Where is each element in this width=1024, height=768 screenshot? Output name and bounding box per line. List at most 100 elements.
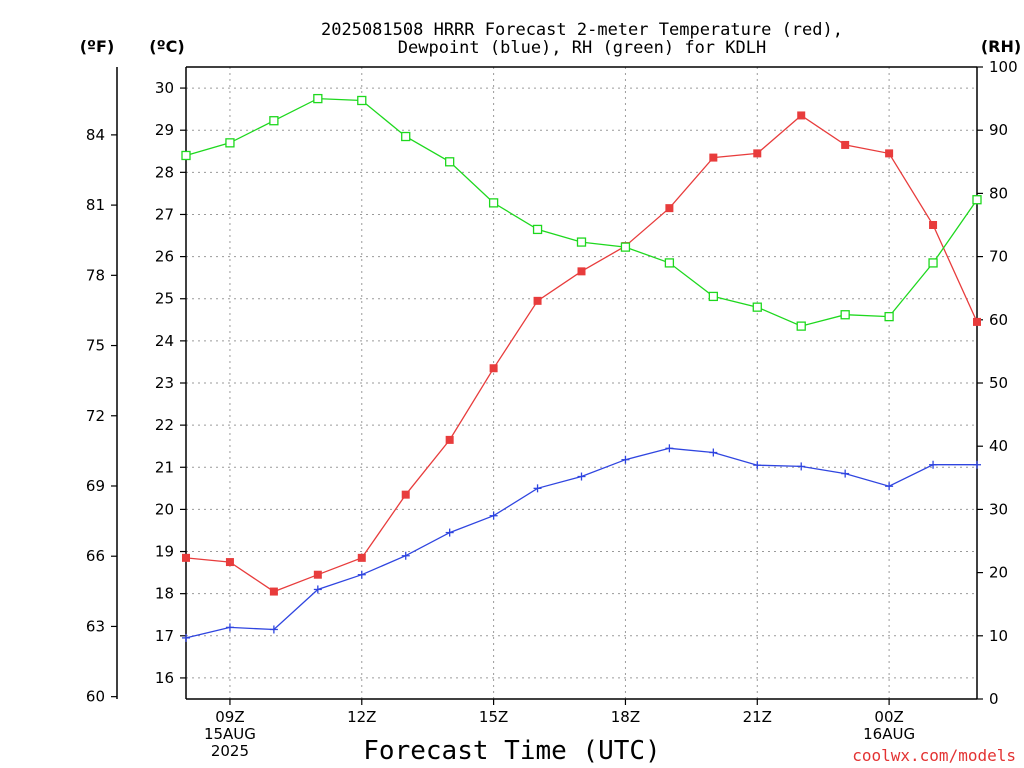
rh-point bbox=[576, 237, 587, 247]
dewpoint-point bbox=[182, 633, 190, 642]
temperature-point bbox=[313, 570, 322, 579]
x-tick-label: 18Z bbox=[611, 708, 640, 726]
celsius-tick-label: 23 bbox=[155, 374, 174, 392]
fahrenheit-tick-label: 81 bbox=[86, 196, 105, 214]
dewpoint-point bbox=[577, 472, 586, 481]
celsius-tick-label: 27 bbox=[155, 205, 174, 223]
celsius-tick-label: 25 bbox=[155, 290, 174, 308]
dewpoint-point bbox=[665, 444, 674, 453]
dewpoint-point bbox=[357, 570, 366, 579]
dewpoint-point bbox=[929, 460, 938, 469]
temperature-point bbox=[753, 149, 762, 158]
temperature-point bbox=[665, 204, 674, 213]
rh-point bbox=[620, 242, 631, 252]
celsius-tick-label: 19 bbox=[155, 543, 174, 561]
rh-point bbox=[357, 95, 367, 106]
x-tick-label: 12Z bbox=[347, 708, 376, 726]
celsius-tick-label: 18 bbox=[155, 585, 174, 603]
dewpoint-point bbox=[489, 511, 498, 520]
dewpoint-point bbox=[973, 460, 981, 469]
fahrenheit-tick-label: 75 bbox=[86, 337, 105, 355]
temperature-point bbox=[885, 149, 894, 158]
x-axis-label: Forecast Time (UTC) bbox=[363, 736, 660, 766]
dewpoint-point bbox=[797, 462, 806, 471]
rh-point bbox=[313, 93, 323, 104]
chart-title-line-2: Dewpoint (blue), RH (green) for KDLH bbox=[398, 38, 766, 58]
rh-point bbox=[401, 131, 411, 142]
celsius-tick-label: 29 bbox=[155, 121, 174, 139]
tick-labels: 16 17 18 19 20 21 22 23 24 25 26 27 28 29 30 60 63 66 69 72… bbox=[86, 58, 1018, 760]
rh-point bbox=[488, 198, 499, 208]
celsius-tick-label: 26 bbox=[155, 248, 174, 266]
dewpoint-point bbox=[269, 625, 278, 634]
rh-point bbox=[796, 321, 806, 331]
series-layer bbox=[181, 93, 982, 642]
rh-tick-label: 30 bbox=[989, 500, 1008, 518]
celsius-tick-label: 16 bbox=[155, 669, 174, 687]
dewpoint-point bbox=[621, 455, 630, 464]
temperature-point bbox=[225, 558, 234, 567]
dewpoint-point bbox=[445, 528, 454, 537]
x-tick-label: 15Z bbox=[479, 708, 508, 726]
temperature-point bbox=[797, 111, 806, 120]
fahrenheit-unit-label: (ºF) bbox=[80, 37, 115, 56]
temperature-point bbox=[445, 435, 454, 444]
rh-tick-label: 100 bbox=[989, 58, 1018, 76]
temperature-point bbox=[577, 267, 586, 276]
temperature-point bbox=[269, 587, 278, 596]
x-tick-label: 00Z bbox=[874, 708, 903, 726]
rh-tick-label: 10 bbox=[989, 627, 1008, 645]
celsius-tick-label: 17 bbox=[155, 627, 174, 645]
rh-tick-label: 60 bbox=[989, 311, 1008, 329]
temperature-point bbox=[401, 490, 410, 499]
fahrenheit-tick-label: 69 bbox=[86, 477, 105, 495]
fahrenheit-tick-label: 63 bbox=[86, 617, 105, 635]
rh-point bbox=[225, 138, 235, 148]
x-tick-label: 16AUG bbox=[863, 725, 915, 743]
dewpoint-point bbox=[841, 469, 850, 478]
grid-lines bbox=[186, 67, 977, 699]
temperature-point bbox=[533, 296, 542, 305]
rh-point bbox=[708, 291, 718, 302]
fahrenheit-tick-label: 78 bbox=[86, 266, 105, 284]
rh-tick-label: 70 bbox=[989, 248, 1008, 266]
x-tick-label: 2025 bbox=[211, 742, 249, 760]
rh-unit-label: (RH) bbox=[981, 37, 1021, 56]
axes bbox=[111, 66, 983, 705]
rh-point bbox=[532, 224, 543, 235]
x-tick-label: 15AUG bbox=[204, 725, 256, 743]
dewpoint-point bbox=[533, 484, 542, 493]
chart-title-line-1: 2025081508 HRRR Forecast 2-meter Tempera… bbox=[321, 20, 843, 40]
rh-point bbox=[269, 116, 279, 126]
fahrenheit-tick-label: 84 bbox=[86, 126, 105, 144]
celsius-tick-label: 28 bbox=[155, 163, 174, 181]
temperature-point bbox=[357, 553, 366, 562]
rh-point bbox=[664, 258, 675, 268]
dewpoint-point bbox=[225, 623, 234, 632]
rh-point bbox=[181, 150, 191, 161]
source-credit: coolwx.com/models bbox=[852, 746, 1016, 765]
rh-point bbox=[445, 157, 455, 167]
celsius-tick-label: 20 bbox=[155, 500, 174, 518]
rh-point bbox=[972, 195, 982, 205]
rh-tick-label: 40 bbox=[989, 437, 1008, 455]
temperature-line bbox=[185, 114, 978, 593]
rh-tick-label: 20 bbox=[989, 564, 1008, 582]
rh-tick-label: 80 bbox=[989, 184, 1008, 202]
rh-tick-label: 90 bbox=[989, 121, 1008, 139]
celsius-unit-label: (ºC) bbox=[149, 37, 184, 56]
celsius-tick-label: 24 bbox=[155, 332, 174, 350]
rh-point bbox=[884, 311, 894, 322]
temperature-point bbox=[973, 317, 981, 326]
temperature-point bbox=[182, 553, 190, 562]
temperature-point bbox=[489, 364, 498, 373]
celsius-tick-label: 21 bbox=[155, 458, 174, 476]
temperature-point bbox=[929, 221, 938, 229]
fahrenheit-tick-label: 60 bbox=[86, 688, 105, 706]
series-rh bbox=[181, 93, 982, 331]
celsius-tick-label: 30 bbox=[155, 79, 174, 97]
dewpoint-point bbox=[709, 448, 718, 457]
fahrenheit-tick-label: 66 bbox=[86, 547, 105, 565]
temperature-point bbox=[709, 153, 718, 162]
